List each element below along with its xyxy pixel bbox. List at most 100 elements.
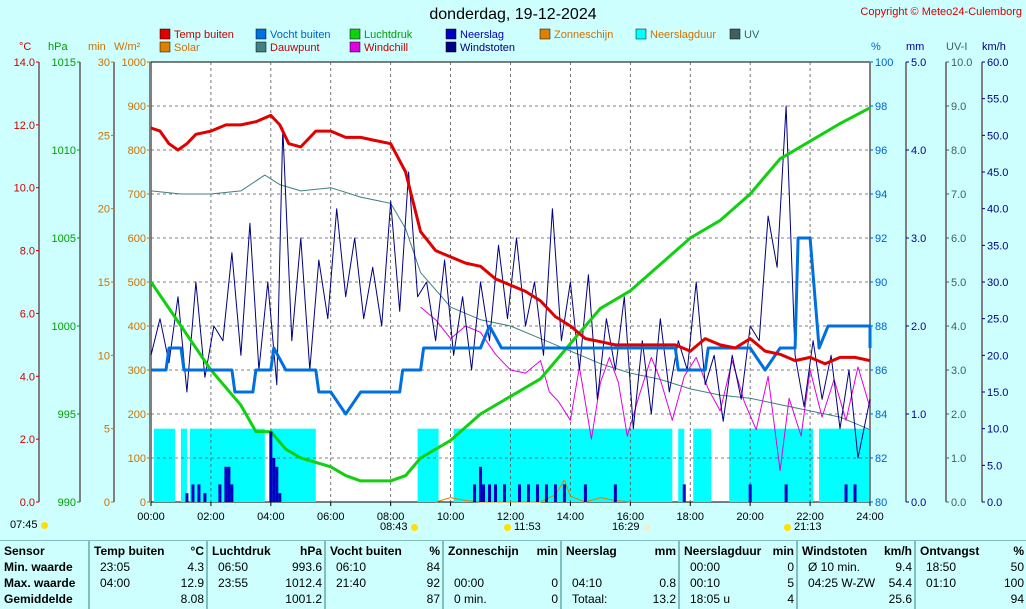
stats-value: 1001.2	[285, 592, 322, 606]
uv-axis-unit: UV-I	[946, 41, 967, 53]
stats-row-0: 23:05 4.3	[94, 559, 204, 575]
legend-swatch-6	[729, 28, 741, 40]
rain-bar-0	[185, 493, 189, 502]
stats-row-2: 94	[920, 591, 1024, 607]
sun-marker-4: 21:13	[784, 521, 822, 533]
hum-tick-label-4: 88	[875, 321, 887, 333]
stats-label-max: Max. waarde	[4, 576, 76, 590]
legend-label-5: Neerslagduur	[650, 29, 716, 41]
stats-header: Luchtdruk hPa	[212, 543, 322, 559]
stats-block-3: Zonneschijn min 00:00 0 0 min. 0	[442, 541, 562, 609]
solar-tick-label-7: 700	[128, 189, 146, 201]
uv-tick-label-3: 3.0	[951, 365, 966, 377]
legend-label-0: Temp buiten	[174, 29, 234, 41]
stats-header: Ontvangst%	[920, 543, 1024, 559]
legend-swatch-9	[349, 41, 361, 53]
x-tick-label-9: 18:00	[676, 511, 704, 523]
wind-tick-label-11: 55.0	[987, 94, 1008, 106]
stats-row-0: Ø 10 min. 9.4	[802, 559, 912, 575]
hum-tick-label-6: 92	[875, 233, 887, 245]
stats-value: 25.6	[888, 592, 912, 606]
rain-bar-27	[748, 484, 752, 502]
press-tick-label-3: 1005	[52, 233, 76, 245]
stats-value: 4.3	[187, 560, 204, 574]
stats-time: 04:10	[572, 576, 603, 590]
stats-row-1: 04:25 W-ZW 54.4	[802, 575, 912, 591]
weather-chart: 00:00 02:00 04:00 06:00 08:00 10:00 12:00 14:00…	[14, 28, 1008, 523]
stats-unit: %	[429, 544, 440, 558]
stats-label-avg: Gemiddelde	[4, 592, 73, 606]
rain-duration-block-4	[417, 428, 439, 502]
legend-label-9: Windchill	[364, 42, 408, 54]
pressure-line	[149, 106, 871, 483]
min-tick-label-6: 30	[98, 57, 110, 69]
hum-tick-label-2: 84	[875, 409, 887, 421]
temp-tick-label-3: 6.0	[20, 308, 35, 320]
wind-gust-line	[150, 105, 871, 459]
hum-tick-label-5: 90	[875, 277, 887, 289]
legend-label-7: Solar	[174, 42, 200, 54]
uv-tick-label-8: 8.0	[951, 145, 966, 157]
stats-header: Neerslag mm	[566, 543, 676, 559]
stats-row-1: 00:10 5	[684, 575, 794, 591]
sun-marker-2: 11:53	[504, 521, 541, 533]
stats-value: 0	[551, 576, 558, 590]
solar-axis-unit: W/m²	[114, 41, 141, 53]
x-tick-label-10: 20:00	[736, 511, 764, 523]
legend-swatch-5	[635, 28, 647, 40]
min-tick-label-2: 10	[98, 350, 110, 362]
uv-tick-label-10: 10.0	[951, 57, 972, 69]
stats-time: 01:10	[926, 576, 957, 590]
sun-icon	[504, 523, 511, 531]
x-tick-label-8: 16:00	[617, 511, 645, 523]
hum-tick-label-7: 94	[875, 189, 887, 201]
stats-value: 5	[787, 576, 794, 590]
wind-tick-label-10: 50.0	[987, 130, 1008, 142]
x-tick-label-4: 08:00	[377, 511, 405, 523]
hum-tick-label-1: 82	[875, 453, 887, 465]
stats-value: 8.08	[180, 592, 204, 606]
stats-row-2: 8.08	[94, 591, 204, 607]
stats-value: 50	[1010, 560, 1024, 574]
rain-bar-3	[203, 493, 207, 502]
rain-bar-6	[227, 466, 231, 502]
stats-value: 4	[787, 592, 794, 606]
x-tick-label-1: 02:00	[197, 511, 225, 523]
stats-block-2: Vocht buiten% 06:10 84 21:40 92 87	[324, 541, 444, 609]
hum-tick-label-0: 80	[875, 497, 887, 509]
stats-header: Temp buiten °C	[94, 543, 204, 559]
rain-bar-28	[784, 484, 788, 502]
rain-bar-15	[488, 484, 492, 502]
rain-bar-1	[191, 484, 195, 502]
press-axis-unit: hPa	[48, 41, 68, 53]
solar-tick-label-5: 500	[128, 277, 146, 289]
solar-tick-label-1: 100	[128, 453, 146, 465]
copyright-link[interactable]: Copyright © Meteo24-Culemborg	[860, 6, 1022, 18]
rain-duration-block-7	[693, 428, 712, 502]
wind-tick-label-4: 20.0	[987, 350, 1008, 362]
legend-swatch-8	[255, 41, 267, 53]
rain-bar-24	[583, 484, 587, 502]
legend-swatch-10	[445, 41, 457, 53]
stats-sensor-name: Zonneschijn	[448, 544, 519, 558]
uv-tick-label-9: 9.0	[951, 101, 966, 113]
uv-tick-label-4: 4.0	[951, 321, 966, 333]
legend-label-6: UV	[744, 29, 760, 41]
rain-tick-label-3: 3.0	[911, 233, 926, 245]
temp-tick-label-0: 0.0	[20, 497, 35, 509]
solar-tick-label-4: 400	[128, 321, 146, 333]
legend-label-1: Vocht buiten	[270, 29, 331, 41]
rain-bar-9	[272, 458, 276, 502]
legend-swatch-4	[539, 28, 551, 40]
legend-label-2: Luchtdruk	[364, 29, 413, 41]
temp-tick-label-1: 2.0	[20, 434, 35, 446]
temp-tick-label-4: 8.0	[20, 246, 35, 258]
stats-time: 00:00	[690, 560, 721, 574]
press-tick-label-2: 1000	[52, 321, 76, 333]
rain-bar-18	[517, 484, 521, 502]
hum-tick-label-9: 98	[875, 101, 887, 113]
stats-row-2: 87	[330, 591, 440, 607]
uv-tick-label-1: 1.0	[951, 453, 966, 465]
stats-time: 04:25 W-ZW	[808, 576, 876, 590]
sun-marker-1: 08:43	[380, 521, 418, 533]
